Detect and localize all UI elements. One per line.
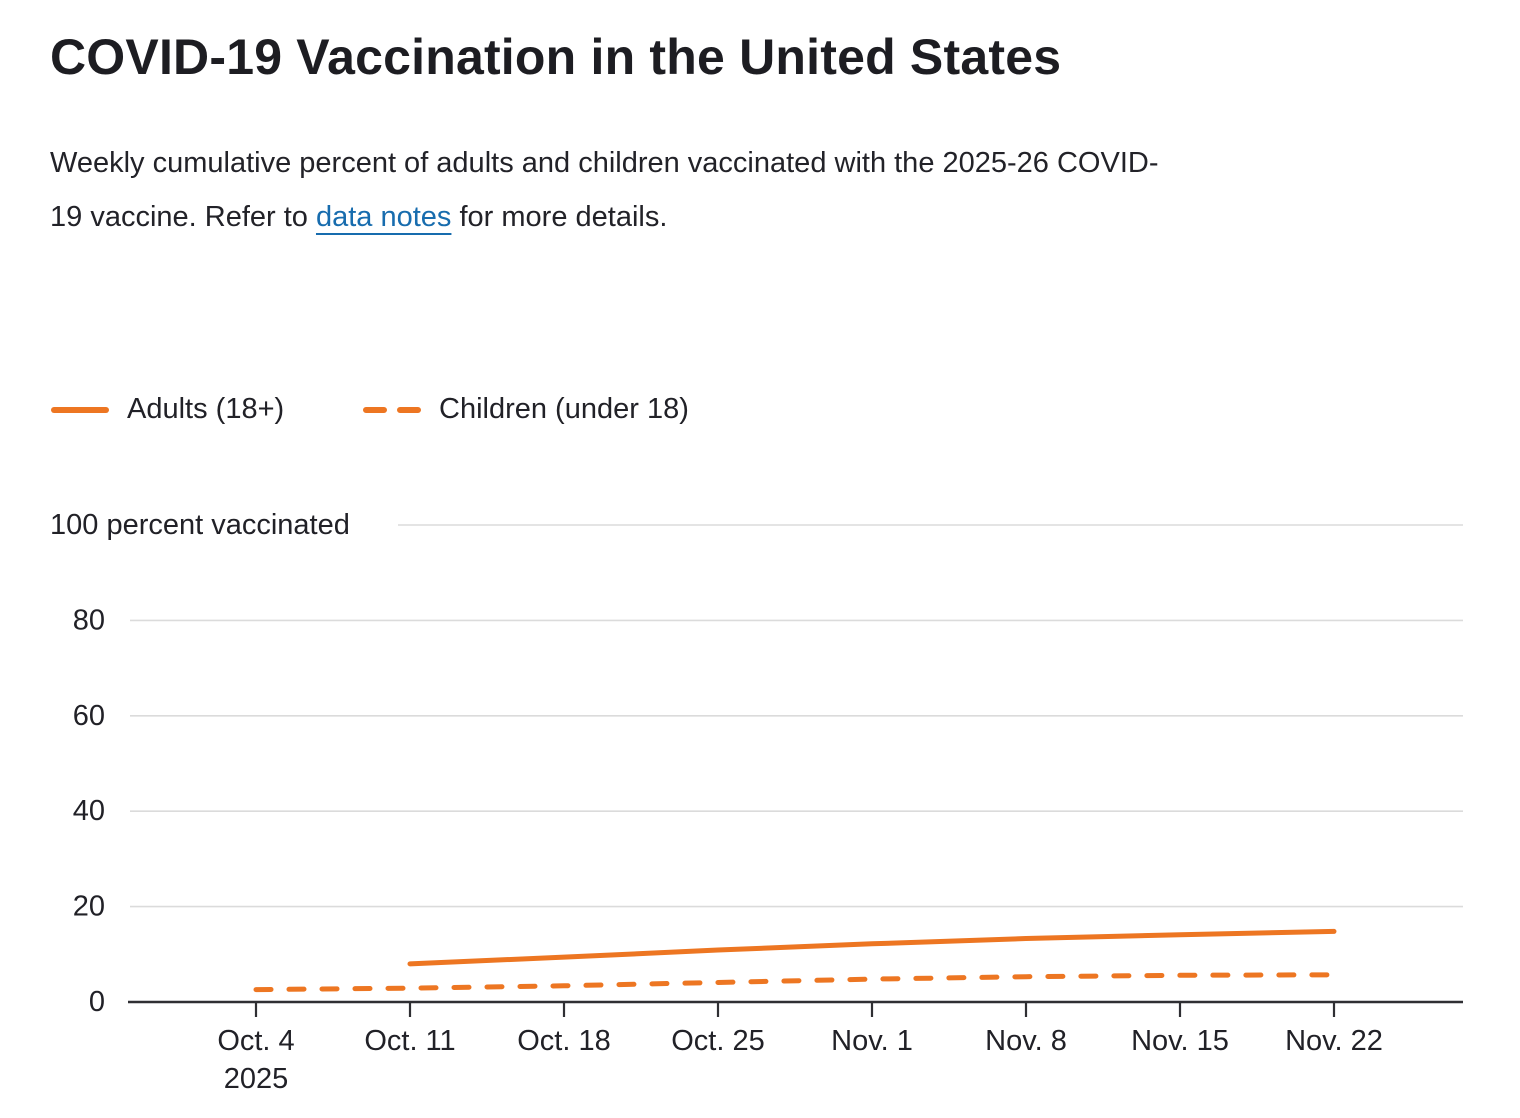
x-tick-label-0: Oct. 4 xyxy=(217,1025,294,1057)
solid-line-swatch-icon xyxy=(51,406,109,413)
legend-item-children: Children (under 18) xyxy=(362,393,689,426)
y-tick-label-80: 80 xyxy=(73,604,105,636)
legend-label-adults: Adults (18+) xyxy=(127,393,285,425)
x-tick-label-4: Nov. 1 xyxy=(831,1025,913,1057)
y-tick-label-60: 60 xyxy=(73,700,105,732)
x-tick-label-5: Nov. 8 xyxy=(985,1025,1067,1057)
subtitle-line2-prefix: 19 vaccine. Refer to xyxy=(50,201,316,233)
x-tick-label-2: Oct. 18 xyxy=(517,1025,611,1057)
x-tick-label-6: Nov. 15 xyxy=(1131,1025,1229,1057)
x-tick-label-1: Oct. 11 xyxy=(364,1025,455,1057)
legend-label-children: Children (under 18) xyxy=(439,393,689,425)
chart-subtitle: Weekly cumulative percent of adults and … xyxy=(50,136,1159,244)
y-tick-label-20: 20 xyxy=(73,891,105,923)
y-tick-label-40: 40 xyxy=(73,795,105,827)
subtitle-line1: Weekly cumulative percent of adults and … xyxy=(50,147,1159,179)
legend-item-adults: Adults (18+) xyxy=(50,393,284,426)
x-tick-label-3: Oct. 25 xyxy=(671,1025,765,1057)
series-line-adults xyxy=(407,928,1337,967)
x-tick-label-7: Nov. 22 xyxy=(1285,1025,1383,1057)
data-notes-link[interactable]: data notes xyxy=(315,201,452,233)
y-axis-caption: 100 percent vaccinated xyxy=(50,509,350,541)
series-line-children xyxy=(253,972,1337,993)
y-tick-label-0: 0 xyxy=(89,986,105,1018)
dashed-line-swatch-icon xyxy=(363,406,422,413)
x-tick-sublabel-0: 2025 xyxy=(224,1063,289,1095)
page-title: COVID-19 Vaccination in the United State… xyxy=(50,29,1062,85)
subtitle-line2-suffix: for more details. xyxy=(451,201,668,233)
